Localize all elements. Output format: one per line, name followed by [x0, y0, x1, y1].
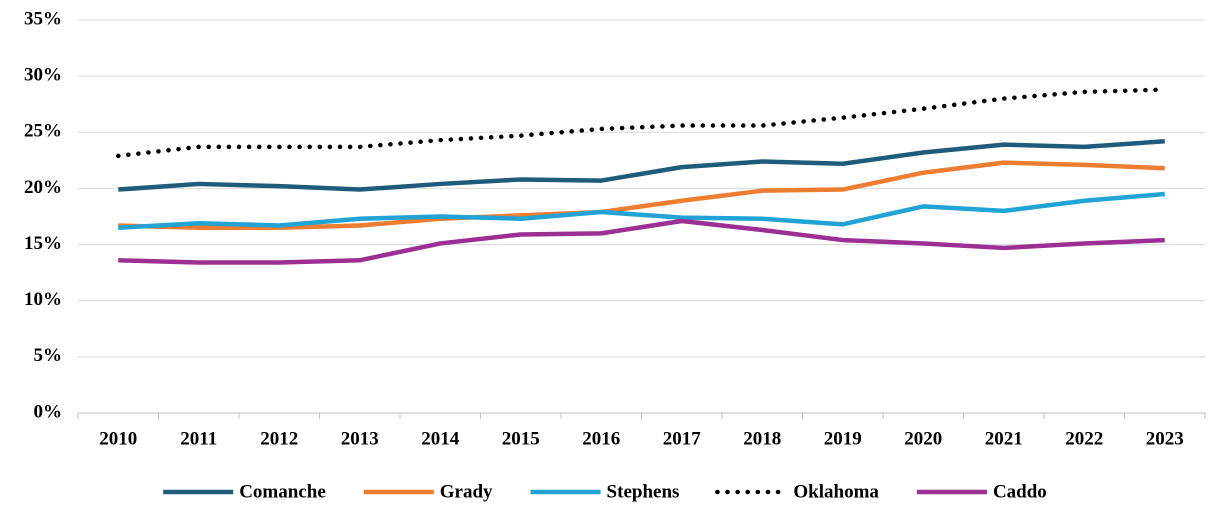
x-tick-label: 2023 [1146, 428, 1184, 449]
x-tick-label: 2017 [663, 428, 702, 449]
x-tick-label: 2019 [824, 428, 862, 449]
y-tick-label: 15% [24, 233, 62, 254]
x-tick-label: 2014 [421, 428, 460, 449]
legend-label: Oklahoma [793, 481, 879, 502]
x-tick-label: 2016 [582, 428, 620, 449]
series-line [118, 139, 1165, 192]
series-line [118, 191, 1165, 230]
x-tick-label: 2013 [341, 428, 379, 449]
x-tick-label: 2010 [99, 428, 137, 449]
legend-label: Stephens [607, 481, 680, 502]
y-tick-label: 25% [24, 121, 62, 142]
y-tick-label: 30% [24, 65, 62, 86]
x-tick-label: 2018 [743, 428, 781, 449]
legend-label: Grady [440, 481, 493, 502]
series-line [116, 87, 1167, 159]
y-tick-label: 35% [24, 8, 62, 29]
series-line [118, 218, 1165, 265]
x-tick-label: 2020 [904, 428, 942, 449]
x-tick-label: 2012 [260, 428, 298, 449]
y-tick-label: 0% [34, 401, 63, 422]
x-tick-label: 2022 [1065, 428, 1103, 449]
legend-label: Caddo [993, 481, 1047, 502]
series-line [118, 160, 1165, 230]
y-tick-label: 10% [24, 289, 62, 310]
x-tick-label: 2015 [502, 428, 540, 449]
y-tick-label: 20% [24, 177, 62, 198]
x-tick-label: 2011 [180, 428, 217, 449]
x-tick-label: 2021 [985, 428, 1023, 449]
legend-label: Comanche [239, 481, 326, 502]
y-tick-label: 5% [34, 345, 63, 366]
